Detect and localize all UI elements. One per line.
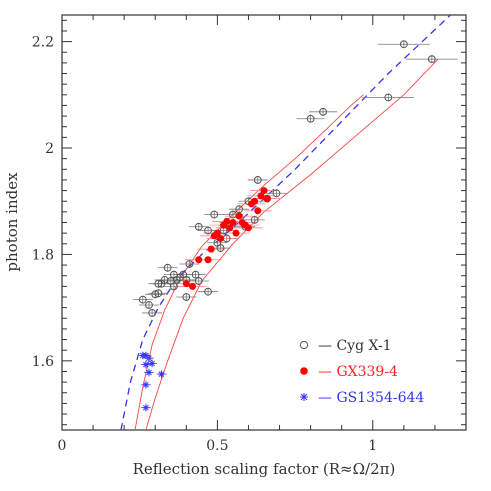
model-curves xyxy=(120,14,451,431)
gs1354-644-point xyxy=(145,354,153,362)
legend: — Cyg X-1 — GX339-4 — GS1354-644 xyxy=(299,338,424,406)
cyg-x1-point xyxy=(182,293,191,301)
gx339-4-point xyxy=(223,217,231,225)
cyg-x1-point xyxy=(216,244,225,252)
gx339-4-point xyxy=(260,187,268,195)
axis-ticks xyxy=(61,15,467,430)
cyg-x1-point xyxy=(154,289,163,298)
gx339-4-point xyxy=(257,192,265,200)
cyg-x1-point xyxy=(191,270,200,279)
gs1354-644-point xyxy=(142,361,150,369)
cyg-x1-point xyxy=(319,107,327,116)
star-stroke xyxy=(143,352,149,359)
x-tick-label: 0 xyxy=(58,438,67,454)
gx339-4-point xyxy=(235,212,243,220)
gx339-4-point xyxy=(207,245,215,253)
cyg-x1-point xyxy=(250,215,259,224)
legend-label-gx339-4: — GX339-4 xyxy=(318,364,398,380)
gx339-4-point xyxy=(251,197,259,205)
cyg-x1-point xyxy=(145,301,153,309)
gs1354-644-point xyxy=(145,369,153,376)
x-axis-label: Reflection scaling factor (R≈Ω/2π) xyxy=(133,460,396,478)
y-tick-label: 1.8 xyxy=(32,247,54,263)
star-stroke xyxy=(146,355,152,362)
cyg-x1-point xyxy=(204,226,212,235)
legend-label-cyg-x1: — Cyg X-1 xyxy=(318,338,392,354)
legend-marker-gs1354-644 xyxy=(300,393,308,401)
cyg-x1-point xyxy=(163,263,172,272)
gs1354-644-point xyxy=(148,360,156,367)
legend-label-gs1354-644: — GS1354-644 xyxy=(318,390,424,406)
data-points xyxy=(138,40,436,412)
star-stroke xyxy=(149,360,155,367)
gx339-4-point xyxy=(244,224,252,232)
star-stroke xyxy=(143,404,149,411)
gx339-4-point xyxy=(226,224,234,232)
cyg-x1-point xyxy=(185,260,194,268)
y-axis-label: photon index xyxy=(3,172,21,272)
cyg-x1-point xyxy=(154,279,163,288)
cyg-x1-point xyxy=(194,222,203,231)
cyg-x1-point xyxy=(138,295,147,304)
x-tick-label: 1 xyxy=(368,438,377,454)
cyg-x1-point xyxy=(253,176,262,184)
star-stroke xyxy=(143,381,149,388)
error-bars xyxy=(132,40,458,412)
axis-tick-labels: 0 0.5 1 1.6 1.8 2 2.2 xyxy=(32,35,377,454)
gx339-4-point xyxy=(195,256,203,264)
cyg-x1-point xyxy=(306,114,315,123)
model-curve-2 xyxy=(145,58,439,431)
cyg-x1-point xyxy=(210,210,219,219)
gx339-4-point xyxy=(216,234,224,242)
y-tick-label: 2.2 xyxy=(32,35,54,51)
gx339-4-point xyxy=(204,256,212,264)
cyg-x1-point xyxy=(384,93,393,102)
plot-frame-group xyxy=(61,14,467,431)
cyg-x1-point xyxy=(399,40,408,49)
gx339-4-point xyxy=(229,219,237,226)
gs1354-644-point xyxy=(142,404,150,412)
cyg-x1-point xyxy=(148,309,157,317)
gs1354-644-point xyxy=(157,370,165,378)
legend-marker-gx339-4 xyxy=(300,367,308,375)
legend-marker-cyg-x1 xyxy=(299,340,309,350)
cyg-x1-point xyxy=(427,55,436,64)
cyg-x1-point xyxy=(169,282,178,291)
plot-frame xyxy=(61,14,467,431)
star-stroke xyxy=(158,371,165,377)
gx339-4-point xyxy=(263,195,271,203)
gx339-4-point xyxy=(182,280,190,288)
cyg-x1-point xyxy=(204,287,212,296)
gx339-4-point xyxy=(213,229,221,237)
y-tick-label: 1.6 xyxy=(32,354,54,370)
cyg-x1-point xyxy=(194,277,203,285)
gx339-4-point xyxy=(254,207,262,215)
gx339-4-point xyxy=(232,229,240,237)
gs1354-644-point xyxy=(142,381,150,389)
gx339-4-point xyxy=(189,282,197,290)
star-stroke xyxy=(143,361,149,368)
x-tick-label: 0.5 xyxy=(206,438,228,454)
y-tick-label: 2 xyxy=(45,141,54,157)
cyg-x1-point xyxy=(272,189,281,198)
star-stroke xyxy=(146,369,152,376)
cyg-x1-point xyxy=(235,205,244,214)
model-curve-3 xyxy=(120,14,451,431)
